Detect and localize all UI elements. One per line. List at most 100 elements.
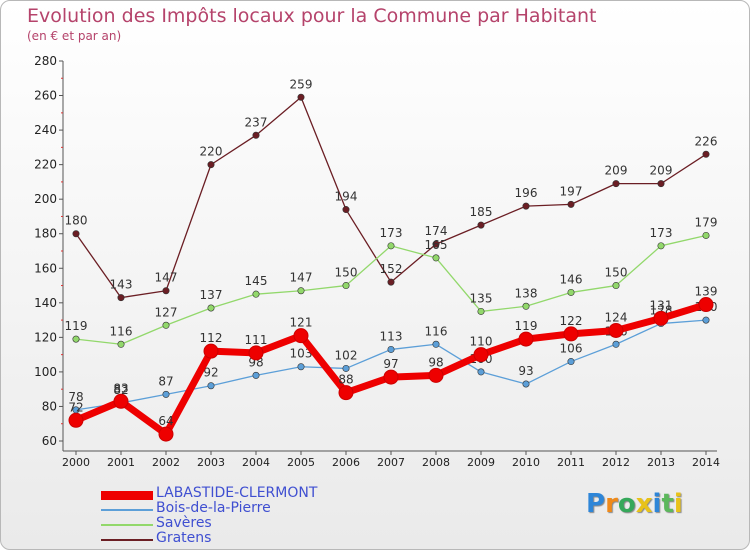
data-label: 124 [605,310,628,324]
y-tick-label: 60 [42,434,57,448]
data-point [567,288,575,296]
legend-label: Savères [156,515,212,531]
data-label: 174 [425,224,448,238]
data-point [522,302,530,310]
chart-title: Evolution des Impôts locaux pour la Comm… [27,5,597,27]
data-label: 97 [383,357,398,371]
data-label: 259 [290,77,313,91]
data-label: 135 [470,291,493,305]
data-label: 220 [200,145,223,159]
data-label: 83 [113,381,128,395]
data-label: 64 [158,414,173,428]
brand-letter: P [586,489,606,519]
x-tick-label: 2004 [242,456,270,469]
data-label: 209 [605,164,628,178]
y-tick-label: 200 [34,192,57,206]
data-label: 237 [245,115,268,129]
data-point [252,371,260,379]
data-point [473,347,489,363]
data-label: 111 [245,333,268,347]
data-label: 116 [425,324,448,338]
x-tick-label: 2001 [107,456,135,469]
x-tick-label: 2012 [602,456,630,469]
data-point [207,161,215,169]
data-point [162,390,170,398]
data-label: 180 [65,214,88,228]
data-point [248,345,264,361]
data-point [297,363,305,371]
data-label: 147 [290,271,313,285]
data-label: 173 [380,226,403,240]
data-point [522,380,530,388]
legend-label: Bois-de-la-Pierre [156,500,271,516]
data-point [608,322,624,338]
data-point [203,343,219,359]
data-label: 119 [65,319,88,333]
data-point [113,393,129,409]
data-label: 122 [560,314,583,328]
data-point [477,221,485,229]
data-label: 113 [380,329,403,343]
y-tick-label: 140 [34,296,57,310]
data-point [68,412,84,428]
data-point [567,200,575,208]
data-point [657,242,665,250]
data-label: 93 [518,364,533,378]
data-point [698,297,714,313]
y-tick-label: 240 [34,123,57,137]
legend-swatch-gratens [101,539,153,541]
data-label: 78 [68,390,83,404]
brand-letter: o [617,489,636,519]
data-point [162,321,170,329]
x-tick-label: 2000 [62,456,90,469]
data-point [432,254,440,262]
data-label: 179 [695,215,718,229]
x-tick-label: 2002 [152,456,180,469]
data-point [612,180,620,188]
data-label: 106 [560,342,583,356]
data-point [563,326,579,342]
x-tick-label: 2008 [422,456,450,469]
data-point [702,150,710,158]
data-point [432,240,440,248]
data-label: 88 [338,373,353,387]
legend-swatch-bois-de-la-pierre [101,509,153,511]
data-point [252,290,260,298]
data-label: 196 [515,186,538,200]
data-label: 150 [335,266,358,280]
y-tick-label: 260 [34,89,57,103]
data-point [387,242,395,250]
brand-letter: x [635,489,653,519]
data-point [297,287,305,295]
data-point [432,340,440,348]
data-point [72,335,80,343]
x-tick-label: 2005 [287,456,315,469]
data-label: 82 [113,383,128,397]
data-label: 87 [158,374,173,388]
data-label: 137 [200,288,223,302]
data-point [342,364,350,372]
y-tick-label: 100 [34,365,57,379]
data-label: 209 [650,164,673,178]
x-tick-label: 2013 [647,456,675,469]
data-point [207,382,215,390]
data-label: 116 [110,324,133,338]
data-label: 138 [515,286,538,300]
data-point [207,304,215,312]
data-label: 110 [470,335,493,349]
data-label: 173 [650,226,673,240]
data-label: 146 [560,272,583,286]
data-point [612,282,620,290]
data-point [158,426,174,442]
x-tick-label: 2010 [512,456,540,469]
data-point [702,316,710,324]
data-point [518,331,534,347]
y-tick-label: 280 [34,54,57,68]
x-tick-label: 2009 [467,456,495,469]
data-point [342,206,350,214]
data-point [383,369,399,385]
data-label: 119 [515,319,538,333]
legend-swatch-saveres [101,524,153,526]
